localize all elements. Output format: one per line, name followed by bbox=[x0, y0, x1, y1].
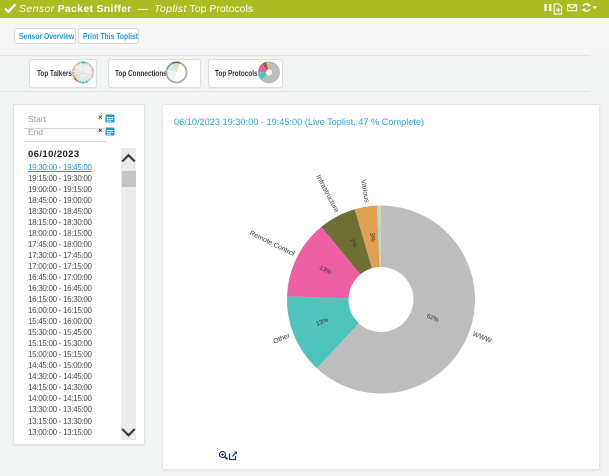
svg-text:3%: 3% bbox=[368, 232, 376, 243]
svg-text:Infrastructure: Infrastructure bbox=[314, 174, 339, 214]
svg-text:WWW: WWW bbox=[471, 331, 492, 345]
svg-text:Other: Other bbox=[272, 332, 291, 345]
svg-text:Various: Various bbox=[359, 179, 370, 204]
svg-text:13%: 13% bbox=[315, 316, 330, 327]
svg-text:62%: 62% bbox=[426, 313, 441, 324]
svg-text:Remote Control: Remote Control bbox=[248, 230, 295, 258]
svg-text:7%: 7% bbox=[348, 237, 359, 249]
